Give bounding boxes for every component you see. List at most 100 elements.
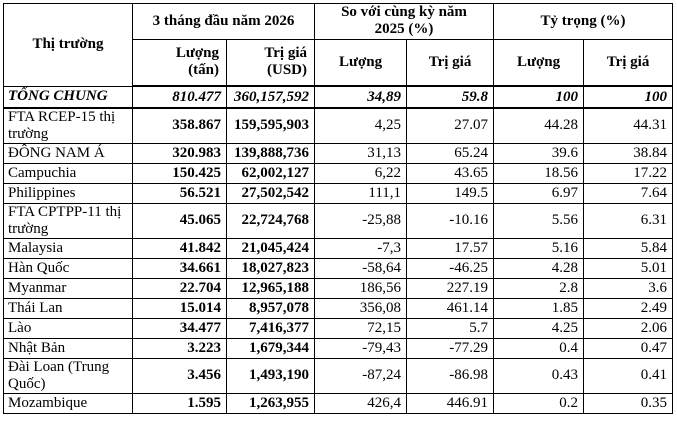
share-value-cell: 44.31 (583, 107, 674, 144)
value-cell: 360,157,592 (225, 85, 316, 109)
qty-tons-header: Lượng (tấn) (132, 38, 227, 87)
pct-qty-cell: 4,25 (314, 107, 408, 144)
group-header-row: Thị trường 3 tháng đầu năm 2026 So với c… (3, 3, 674, 87)
value-cell: 22,724,768 (225, 202, 316, 239)
table-body: TỔNG CHUNG 810.477 360,157,592 34,89 59.… (3, 85, 674, 414)
yoy-value-header: Trị giá (406, 38, 495, 87)
pct-value-cell: 65.24 (406, 142, 495, 164)
share-value-cell: 0.35 (583, 392, 674, 414)
share-qty-cell: 5.56 (493, 202, 585, 239)
market-cell: Nhật Bản (3, 337, 133, 359)
pct-qty-cell: 186,56 (314, 277, 408, 299)
share-group-header: Tỷ trọng (%) (493, 3, 674, 40)
market-cell: ĐÔNG NAM Á (3, 142, 133, 164)
pct-qty-cell: -7,3 (314, 237, 408, 259)
trade-statistics-table: Thị trường 3 tháng đầu năm 2026 So với c… (3, 3, 674, 414)
pct-value-cell: 27.07 (406, 107, 495, 144)
value-cell: 12,965,188 (225, 277, 316, 299)
pct-qty-cell: -58,64 (314, 257, 408, 279)
value-cell: 7,416,377 (225, 317, 316, 339)
qty-cell: 1.595 (132, 392, 227, 414)
table-row: Philippines 56.521 27,502,542 111,1 149.… (3, 182, 674, 204)
market-cell: Lào (3, 317, 133, 339)
pct-qty-cell: 426,4 (314, 392, 408, 414)
value-cell: 139,888,736 (225, 142, 316, 164)
qty-cell: 41.842 (132, 237, 227, 259)
qty-cell: 34.661 (132, 257, 227, 279)
table-header: Thị trường 3 tháng đầu năm 2026 So với c… (3, 3, 674, 87)
pct-value-cell: -86.98 (406, 357, 495, 394)
share-qty-cell: 0.4 (493, 337, 585, 359)
share-value-header: Trị giá (583, 38, 674, 87)
yoy-comparison-group-header: So với cùng kỳ năm 2025 (%) (314, 3, 495, 40)
pct-qty-cell: 111,1 (314, 182, 408, 204)
table-row: Hàn Quốc 34.661 18,027,823 -58,64 -46.25… (3, 257, 674, 279)
qty-cell: 150.425 (132, 162, 227, 184)
market-cell: Mozambique (3, 392, 133, 414)
value-cell: 159,595,903 (225, 107, 316, 144)
table-row: Lào 34.477 7,416,377 72,15 5.7 4.25 2.06 (3, 317, 674, 339)
pct-qty-cell: -79,43 (314, 337, 408, 359)
market-cell: Philippines (3, 182, 133, 204)
market-cell: Đài Loan (Trung Quốc) (3, 357, 133, 394)
share-qty-cell: 100 (493, 85, 585, 109)
value-cell: 18,027,823 (225, 257, 316, 279)
table-row: Campuchia 150.425 62,002,127 6,22 43.65 … (3, 162, 674, 184)
pct-value-cell: -77.29 (406, 337, 495, 359)
share-qty-cell: 4.28 (493, 257, 585, 279)
table-row: Đài Loan (Trung Quốc) 3.456 1,493,190 -8… (3, 357, 674, 394)
share-value-cell: 3.6 (583, 277, 674, 299)
pct-value-cell: 461.14 (406, 297, 495, 319)
qty-cell: 3.223 (132, 337, 227, 359)
market-cell: Hàn Quốc (3, 257, 133, 279)
value-cell: 62,002,127 (225, 162, 316, 184)
pct-value-cell: -46.25 (406, 257, 495, 279)
share-value-cell: 7.64 (583, 182, 674, 204)
pct-value-cell: 5.7 (406, 317, 495, 339)
share-value-cell: 2.49 (583, 297, 674, 319)
share-qty-cell: 0.43 (493, 357, 585, 394)
pct-qty-cell: -25,88 (314, 202, 408, 239)
share-qty-cell: 5.16 (493, 237, 585, 259)
pct-qty-cell: 72,15 (314, 317, 408, 339)
share-qty-cell: 18.56 (493, 162, 585, 184)
period-group-header: 3 tháng đầu năm 2026 (131, 3, 316, 40)
value-cell: 21,045,424 (225, 237, 316, 259)
market-cell: Malaysia (3, 237, 133, 259)
value-cell: 1,493,190 (225, 357, 316, 394)
qty-cell: 45.065 (132, 202, 227, 239)
value-usd-header: Trị giá (USD) (225, 38, 316, 87)
pct-value-cell: 43.65 (406, 162, 495, 184)
table-row: FTA CPTPP-11 thị trường 45.065 22,724,76… (3, 202, 674, 239)
market-cell: FTA RCEP-15 thị trường (3, 107, 133, 144)
qty-cell: 320.983 (132, 142, 227, 164)
market-cell: Thái Lan (3, 297, 133, 319)
share-qty-cell: 1.85 (493, 297, 585, 319)
share-value-cell: 17.22 (583, 162, 674, 184)
share-value-cell: 5.84 (583, 237, 674, 259)
qty-cell: 15.014 (132, 297, 227, 319)
market-cell: TỔNG CHUNG (3, 85, 133, 109)
market-column-header: Thị trường (3, 3, 133, 87)
pct-value-cell: 149.5 (406, 182, 495, 204)
pct-qty-cell: 34,89 (314, 85, 408, 109)
table-row-total: TỔNG CHUNG 810.477 360,157,592 34,89 59.… (3, 85, 674, 109)
table-row: Myanmar 22.704 12,965,188 186,56 227.19 … (3, 277, 674, 299)
share-qty-cell: 39.6 (493, 142, 585, 164)
table-row: Malaysia 41.842 21,045,424 -7,3 17.57 5.… (3, 237, 674, 259)
market-cell: Campuchia (3, 162, 133, 184)
qty-cell: 56.521 (132, 182, 227, 204)
share-value-cell: 2.06 (583, 317, 674, 339)
pct-value-cell: 17.57 (406, 237, 495, 259)
qty-cell: 22.704 (132, 277, 227, 299)
value-cell: 27,502,542 (225, 182, 316, 204)
pct-value-cell: 59.8 (406, 85, 495, 109)
share-qty-cell: 0.2 (493, 392, 585, 414)
share-qty-cell: 6.97 (493, 182, 585, 204)
market-cell: Myanmar (3, 277, 133, 299)
table-row: ĐÔNG NAM Á 320.983 139,888,736 31,13 65.… (3, 142, 674, 164)
pct-value-cell: 446.91 (406, 392, 495, 414)
share-value-cell: 100 (583, 85, 674, 109)
share-value-cell: 0.47 (583, 337, 674, 359)
share-value-cell: 5.01 (583, 257, 674, 279)
